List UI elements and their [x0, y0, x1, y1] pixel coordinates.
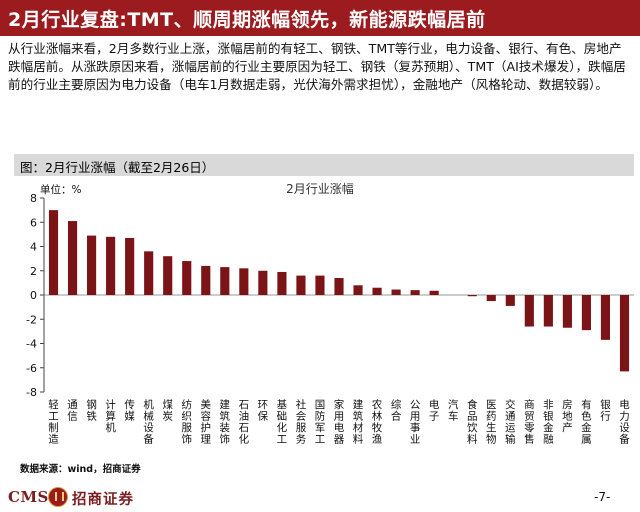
- x-label-轻工制造: 轻工制造: [48, 398, 59, 446]
- x-label-农林牧渔: 农林牧渔: [372, 398, 383, 446]
- footer: CMS 招商证券 -7-: [0, 482, 640, 512]
- bar-房地产: [562, 295, 572, 328]
- figure-label-bar: 图：2月行业涨幅（截至2月26日）: [14, 154, 634, 176]
- x-label-美容护理: 美容护理: [201, 398, 212, 446]
- bar-计算机: [106, 236, 116, 295]
- x-labels-group: 轻工制造通信钢铁计算机传媒机械设备煤炭纺织服饰美容护理建筑装饰石油石化环保基础化…: [48, 398, 630, 446]
- bar-银行: [600, 295, 611, 340]
- x-label-纺织服饰: 纺织服饰: [181, 398, 192, 446]
- page-title: 2月行业复盘:TMT、顺周期涨幅领先，新能源跌幅居前: [8, 9, 486, 31]
- x-label-医药生物: 医药生物: [486, 399, 497, 446]
- bar-石油石化: [239, 268, 249, 295]
- page-number: -7-: [594, 490, 611, 504]
- y-tick-label-7: 6: [30, 216, 37, 229]
- bars-group: [48, 210, 630, 372]
- bar-商贸零售: [524, 295, 534, 327]
- bar-轻工制造: [48, 210, 59, 296]
- bar-美容护理: [201, 265, 211, 295]
- x-label-房地产: 房地产: [562, 398, 573, 434]
- bar-综合: [391, 289, 401, 295]
- figure-label: 图：2月行业涨幅（截至2月26日）: [20, 160, 215, 175]
- bar-电子: [429, 290, 439, 295]
- bar-农林牧渔: [372, 287, 382, 295]
- x-label-国防军工: 国防军工: [315, 399, 326, 446]
- data-source: 数据来源：wind，招商证券: [20, 464, 141, 475]
- x-label-建筑材料: 建筑材料: [353, 398, 364, 446]
- bar-国防军工: [315, 275, 325, 295]
- title-bar: 2月行业复盘:TMT、顺周期涨幅领先，新能源跌幅居前: [0, 0, 640, 36]
- x-label-社会服务: 社会服务: [296, 398, 307, 446]
- x-label-机械设备: 机械设备: [143, 398, 154, 446]
- bar-环保: [258, 270, 268, 295]
- x-label-有色金属: 有色金属: [581, 398, 592, 446]
- x-label-综合: 综合: [391, 398, 402, 423]
- x-label-建筑装饰: 建筑装饰: [220, 398, 231, 446]
- bar-非银金融: [543, 295, 553, 327]
- summary-paragraph: 从行业涨幅来看，2月多数行业上涨，涨幅居前的有轻工、钢铁、TMT等行业，电力设备…: [8, 41, 626, 92]
- x-label-石油石化: 石油石化: [239, 399, 250, 446]
- x-label-电子: 电子: [429, 398, 440, 423]
- x-label-公用事业: 公用事业: [410, 399, 421, 446]
- bar-电力设备: [619, 295, 630, 372]
- bar-公用事业: [410, 290, 420, 295]
- axis-group: -8 -6 -4 -2 0 2 4 6 8: [26, 192, 634, 399]
- x-label-电力设备: 电力设备: [619, 398, 630, 446]
- x-label-汽车: 汽车: [448, 398, 459, 423]
- y-tick-label-6: 4: [30, 241, 37, 254]
- x-label-基础化工: 基础化工: [277, 398, 288, 446]
- y-tick-label-4: 0: [30, 289, 37, 302]
- company-logo-text: CMS: [8, 488, 49, 506]
- x-label-交通运输: 交通运输: [505, 398, 516, 446]
- company-logo-icon: [48, 487, 68, 507]
- bar-基础化工: [277, 271, 287, 295]
- x-label-非银金融: 非银金融: [543, 399, 554, 446]
- company-name: 招商证券: [72, 492, 134, 508]
- x-label-煤炭: 煤炭: [162, 398, 173, 423]
- bar-chart: 单位：% 2月行业涨幅 -8 -6 -4 -2 0 2 4 6 8 轻工制造通信钢铁计算机传媒机…: [26, 181, 634, 446]
- x-label-通信: 通信: [67, 399, 78, 423]
- y-tick-label-5: 2: [30, 265, 37, 278]
- bar-交通运输: [505, 295, 515, 306]
- bar-通信: [67, 221, 78, 295]
- x-label-环保: 环保: [258, 399, 269, 423]
- x-label-钢铁: 钢铁: [86, 398, 97, 423]
- bar-医药生物: [486, 295, 496, 302]
- y-tick-label-3: -2: [26, 313, 37, 326]
- chart-title: 2月行业涨幅: [286, 181, 354, 196]
- x-label-商贸零售: 商贸零售: [524, 398, 535, 446]
- y-tick-label-2: -4: [26, 338, 37, 351]
- bar-机械设备: [144, 251, 154, 295]
- bar-家用电器: [334, 278, 344, 295]
- x-label-传媒: 传媒: [124, 399, 135, 423]
- x-label-家用电器: 家用电器: [334, 398, 345, 446]
- y-tick-label-0: -8: [26, 386, 37, 399]
- x-label-食品饮料: 食品饮料: [467, 398, 478, 446]
- bar-有色金属: [581, 295, 591, 331]
- bar-食品饮料: [467, 295, 477, 297]
- bar-建筑材料: [353, 285, 363, 295]
- y-tick-label-1: -6: [26, 362, 37, 375]
- x-label-银行: 银行: [600, 398, 611, 423]
- bar-钢铁: [87, 235, 97, 295]
- bar-纺织服饰: [182, 261, 192, 295]
- bar-传媒: [125, 238, 135, 295]
- bar-建筑装饰: [220, 267, 230, 295]
- unit-label: 单位：%: [40, 183, 81, 196]
- x-label-计算机: 计算机: [105, 398, 116, 434]
- bar-社会服务: [296, 275, 306, 295]
- bar-煤炭: [163, 256, 173, 295]
- y-tick-label-8: 8: [30, 192, 37, 205]
